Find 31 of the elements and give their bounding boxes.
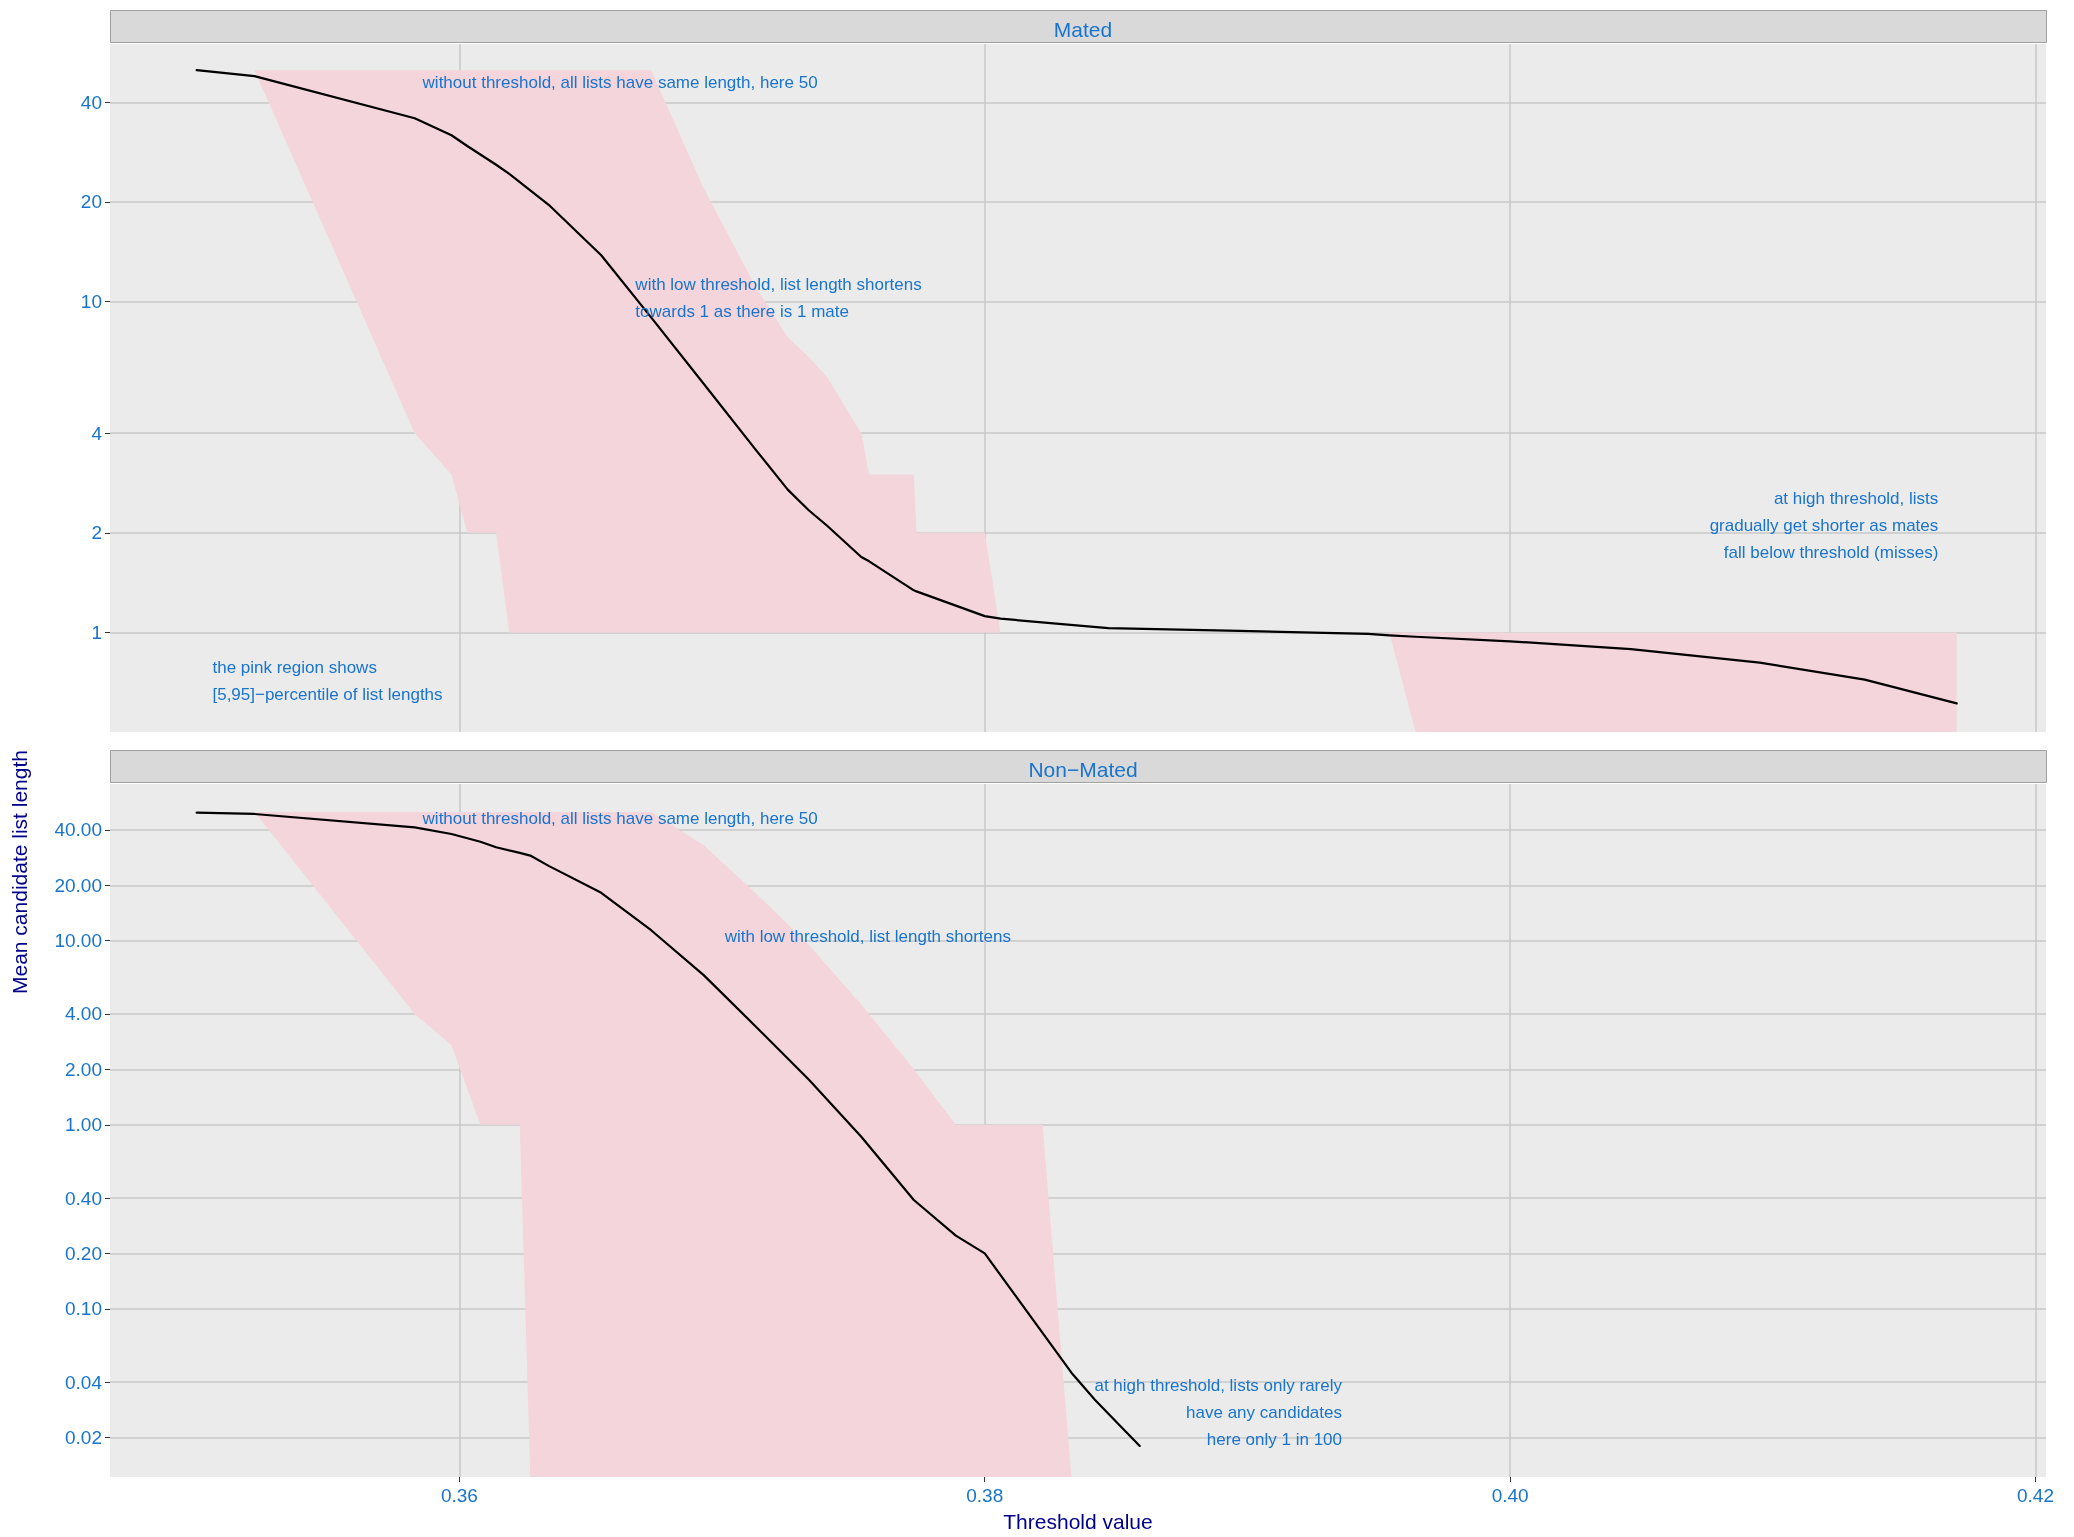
annotation: at high threshold, lists only rarely have any candidates here only 1 in 100 [1094,1376,1343,1450]
annotation: at high threshold, lists gradually get shorter as mates fall below threshold (misses) [1709,489,1939,563]
y-tick-label: 20 [80,191,102,213]
annotation: with low threshold, list length shortens [723,927,1011,947]
y-axis-title: Mean candidate list length [8,749,32,996]
chart-title: Mated [1053,18,1113,41]
y-tick-label: 10.00 [54,930,102,952]
x-tick-label: 0.36 [440,1485,478,1506]
y-tick-label: 4.00 [65,1003,102,1025]
y-tick-label: 2.00 [65,1058,102,1080]
x-axis-title: Threshold value [1003,1510,1153,1533]
y-tick-label: 2 [91,522,102,544]
y-tick-label: 0.10 [65,1298,102,1320]
y-tick-label: 0.02 [65,1426,102,1448]
y-tick-label: 0.40 [65,1187,102,1209]
y-tick-label: 20.00 [54,874,102,896]
y-tick-label: 4 [91,422,103,444]
x-tick-label: 0.42 [2017,1485,2054,1506]
y-tick-label: 0.20 [65,1242,102,1264]
x-tick-label: 0.38 [966,1485,1004,1506]
y-tick-label: 1 [91,621,102,643]
y-tick-label: 0.04 [65,1371,103,1393]
chart-title: Non−Mated [1028,758,1138,781]
annotation: without threshold, all lists have same length, here 50 [421,73,818,93]
annotation: the pink region shows [5,95]−percentile of list lengths [212,658,443,705]
y-tick-label: 40 [80,91,102,113]
y-tick-label: 10 [80,290,102,312]
y-tick-label: 1.00 [65,1114,102,1136]
annotation: without threshold, all lists have same length, here 50 [421,809,818,829]
x-tick-label: 0.40 [1491,1485,1529,1506]
y-tick-label: 40.00 [54,819,102,841]
